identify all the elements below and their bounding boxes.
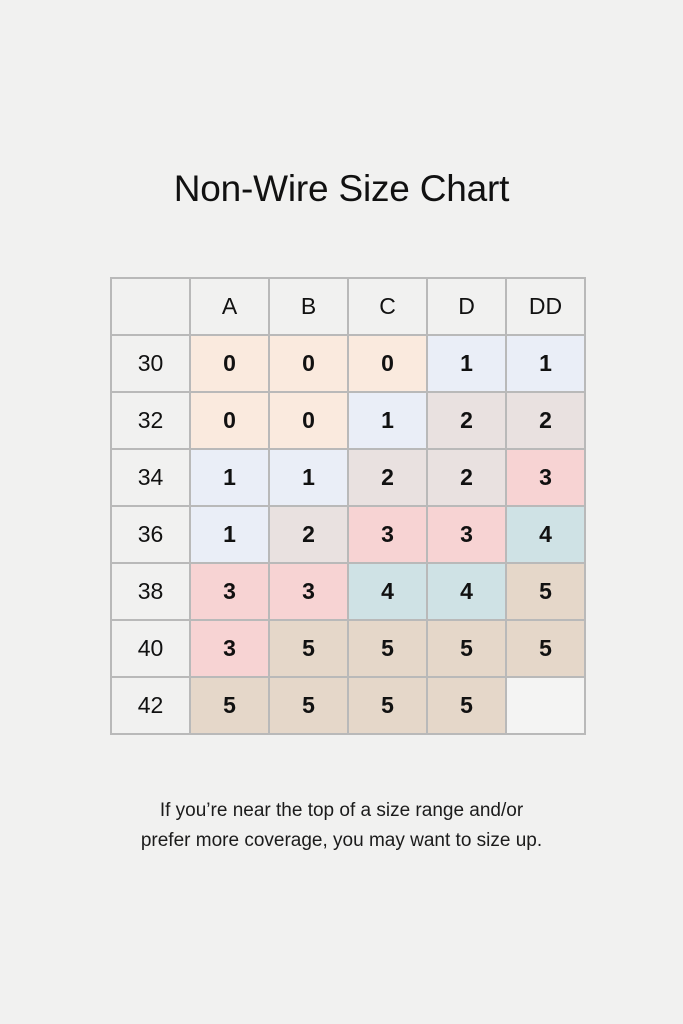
size-cell-42-b: 5 [268,676,349,735]
size-cell-30-b: 0 [268,334,349,393]
row-header-42: 42 [110,676,191,735]
page-title: Non-Wire Size Chart [173,168,510,209]
size-cell-30-d: 1 [426,334,507,393]
column-header-d: D [426,277,507,336]
table-row: 40 3 5 5 5 5 [110,619,586,678]
size-cell-42-a: 5 [189,676,270,735]
table-row: 38 3 3 4 4 5 [110,562,586,621]
size-note-line-1: If you’re near the top of a size range a… [159,800,524,821]
size-cell-36-d: 3 [426,505,507,564]
size-cell-40-d: 5 [426,619,507,678]
size-cell-34-c: 2 [347,448,428,507]
size-cell-36-a: 1 [189,505,270,564]
table-row: 30 0 0 0 1 1 [110,334,586,393]
size-cell-40-dd: 5 [505,619,586,678]
size-cell-36-b: 2 [268,505,349,564]
row-header-38: 38 [110,562,191,621]
size-cell-32-b: 0 [268,391,349,450]
size-cell-38-d: 4 [426,562,507,621]
size-cell-38-a: 3 [189,562,270,621]
size-chart-table-container: A B C D DD 30 0 0 0 1 1 32 0 0 1 2 2 34 1 1 2 2 3 36 1 2 3 3 4 38 3 3 4… [110,277,586,735]
size-cell-38-b: 3 [268,562,349,621]
table-corner-cell [110,277,191,336]
size-cell-34-d: 2 [426,448,507,507]
size-cell-42-d: 5 [426,676,507,735]
size-cell-40-b: 5 [268,619,349,678]
table-row: 42 5 5 5 5 [110,676,586,735]
size-cell-30-c: 0 [347,334,428,393]
row-header-30: 30 [110,334,191,393]
table-body: 30 0 0 0 1 1 32 0 0 1 2 2 34 1 1 2 2 3 36 1 2 3 3 4 38 3 3 4 4 5 40 3 5 5… [110,334,586,735]
size-cell-30-a: 0 [189,334,270,393]
size-cell-36-c: 3 [347,505,428,564]
size-cell-42-dd [505,676,586,735]
size-cell-38-c: 4 [347,562,428,621]
size-cell-42-c: 5 [347,676,428,735]
size-cell-32-c: 1 [347,391,428,450]
column-header-b: B [268,277,349,336]
size-note-line-2: prefer more coverage, you may want to si… [140,830,543,851]
row-header-40: 40 [110,619,191,678]
table-header: A B C D DD [110,277,586,336]
size-chart-table: A B C D DD 30 0 0 0 1 1 32 0 0 1 2 2 34 1 1 2 2 3 36 1 2 3 3 4 38 3 3 4… [110,277,586,735]
row-header-36: 36 [110,505,191,564]
table-row: 34 1 1 2 2 3 [110,448,586,507]
size-cell-34-dd: 3 [505,448,586,507]
size-cell-32-dd: 2 [505,391,586,450]
table-row: 32 0 0 1 2 2 [110,391,586,450]
size-cell-32-a: 0 [189,391,270,450]
size-cell-40-a: 3 [189,619,270,678]
row-header-34: 34 [110,448,191,507]
column-header-c: C [347,277,428,336]
row-header-32: 32 [110,391,191,450]
size-cell-36-dd: 4 [505,505,586,564]
table-header-row: A B C D DD [110,277,586,336]
size-note: If you’re near the top of a size range a… [0,796,683,856]
size-cell-32-d: 2 [426,391,507,450]
size-cell-40-c: 5 [347,619,428,678]
size-cell-38-dd: 5 [505,562,586,621]
size-cell-34-b: 1 [268,448,349,507]
column-header-a: A [189,277,270,336]
size-cell-34-a: 1 [189,448,270,507]
column-header-dd: DD [505,277,586,336]
size-cell-30-dd: 1 [505,334,586,393]
table-row: 36 1 2 3 3 4 [110,505,586,564]
